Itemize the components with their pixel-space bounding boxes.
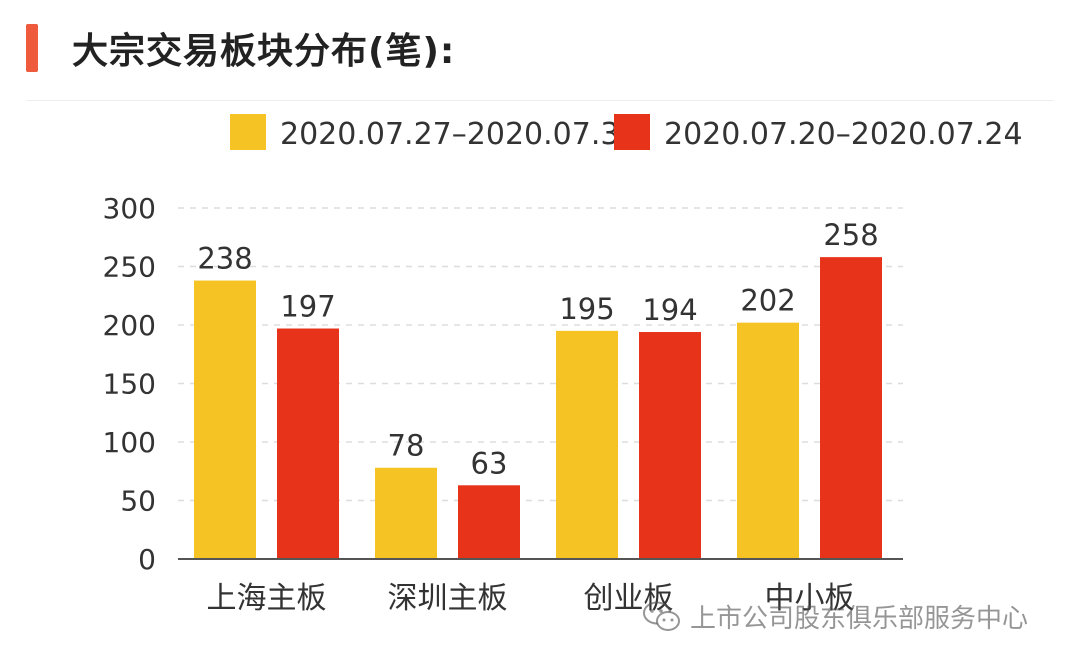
data-label: 78: [388, 429, 425, 463]
header: 大宗交易板块分布(笔):: [26, 20, 455, 76]
legend-swatch: [614, 114, 650, 150]
x-tick-label: 上海主板: [207, 581, 327, 616]
bar: [458, 485, 520, 559]
data-label: 194: [642, 293, 697, 327]
y-tick-label: 250: [103, 251, 156, 284]
x-tick-label: 深圳主板: [388, 581, 508, 616]
data-label: 197: [280, 290, 335, 324]
data-label: 258: [823, 218, 878, 252]
legend-swatch: [230, 114, 266, 150]
x-tick-label: 创业板: [584, 581, 674, 616]
y-tick-label: 100: [103, 426, 156, 459]
bar: [556, 330, 618, 559]
bar: [375, 467, 437, 559]
legend-label: 2020.07.27–2020.07.31: [280, 117, 639, 152]
watermark-text: 上市公司股东俱乐部服务中心: [690, 604, 1029, 634]
y-tick-label: 200: [103, 309, 156, 342]
data-label: 195: [559, 292, 614, 326]
bar: [639, 332, 701, 559]
bar: [820, 257, 882, 559]
y-tick-label: 300: [103, 192, 156, 225]
y-tick-label: 150: [103, 368, 156, 401]
x-tick-label: 中小板: [765, 581, 855, 616]
data-label: 63: [471, 446, 508, 480]
wechat-icon: [643, 601, 680, 631]
y-tick-label: 50: [120, 485, 156, 518]
title-accent-bar: [26, 24, 38, 72]
page-title: 大宗交易板块分布(笔):: [72, 31, 456, 72]
header-divider: [26, 100, 1054, 101]
bar: [277, 328, 339, 559]
legend-label: 2020.07.20–2020.07.24: [664, 117, 1023, 152]
y-tick-label: 0: [138, 543, 156, 576]
bar: [194, 280, 256, 559]
data-label: 238: [197, 242, 252, 276]
bar: [737, 322, 799, 559]
watermark: 上市公司股东俱乐部服务中心: [642, 598, 1028, 635]
data-label: 202: [740, 284, 795, 318]
